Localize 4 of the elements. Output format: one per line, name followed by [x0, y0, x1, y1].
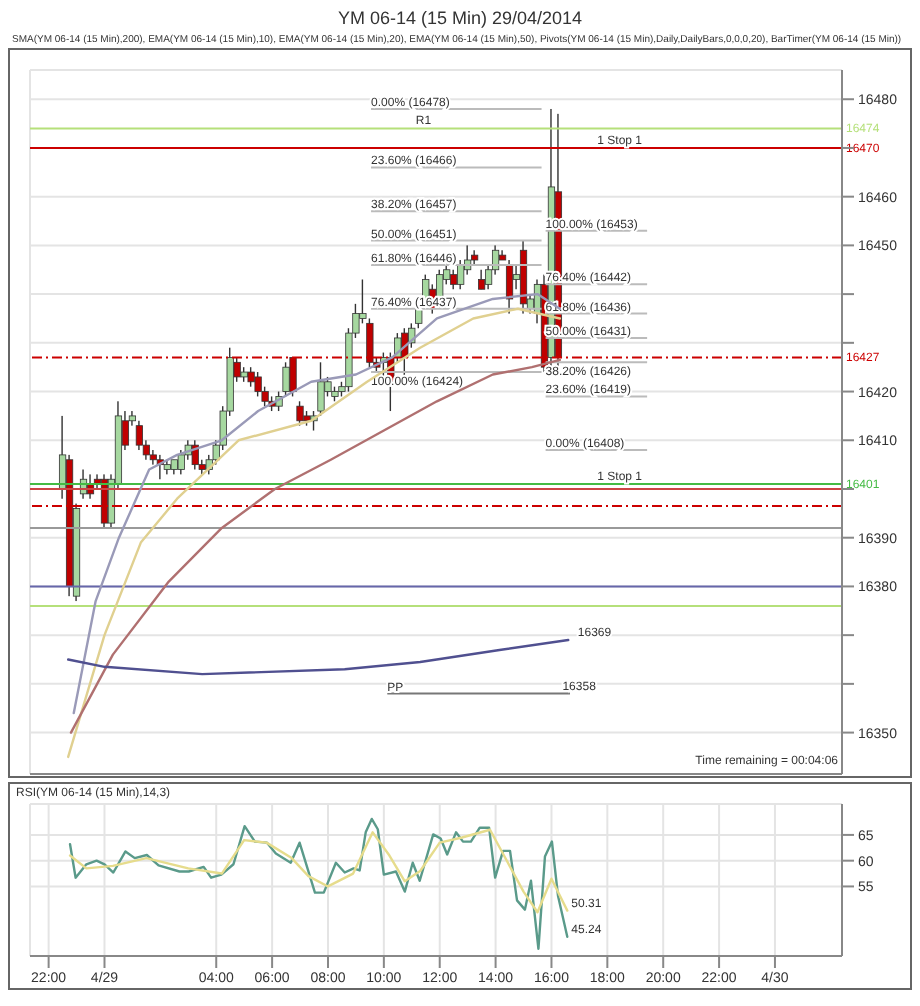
line-series: [66, 638, 570, 676]
chart-title: YM 06-14 (15 Min) 29/04/2014: [335, 8, 585, 32]
line-series: [68, 828, 569, 914]
line-series: [68, 817, 569, 950]
